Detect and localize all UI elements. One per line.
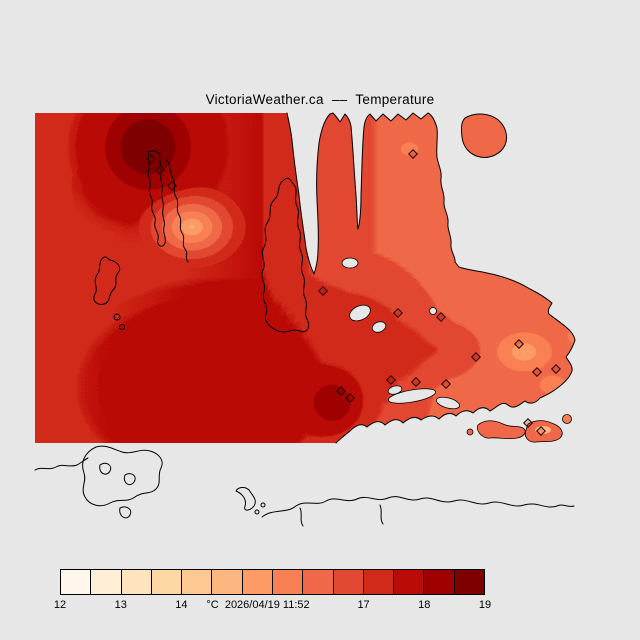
map-title: VictoriaWeather.ca –– Temperature xyxy=(205,92,435,107)
station-marker xyxy=(344,392,356,404)
station-marker xyxy=(522,417,534,429)
station-marker xyxy=(385,374,397,386)
colorbar-segment xyxy=(61,570,92,594)
station-marker xyxy=(145,153,157,165)
colorbar-segment xyxy=(182,570,213,594)
station-marker xyxy=(317,285,329,297)
colorbar-segment xyxy=(394,570,425,594)
coastline-south-mainland xyxy=(261,496,575,518)
station-marker xyxy=(535,425,547,437)
colorbar xyxy=(60,569,485,595)
coastline-southwest xyxy=(34,457,89,471)
station-marker xyxy=(513,338,525,350)
colorbar-segment xyxy=(424,570,455,594)
station-marker xyxy=(531,366,543,378)
coastline-cape xyxy=(235,487,256,511)
colorbar-tick-label: 12 xyxy=(53,599,67,611)
colorbar-segment xyxy=(91,570,122,594)
station-marker xyxy=(407,148,419,160)
outer-coastlines xyxy=(34,445,575,527)
colorbar-segment xyxy=(151,570,183,594)
colorbar-segment xyxy=(333,570,364,594)
coastline-inlet-shore xyxy=(165,159,189,263)
tail-islands xyxy=(466,414,572,443)
coastline-top-right-island xyxy=(460,113,508,158)
colorbar-segment xyxy=(272,570,304,594)
colorbar-segment xyxy=(242,570,273,594)
coastline-center-peninsula xyxy=(261,177,310,333)
coastline-southwest-island xyxy=(82,445,163,507)
station-marker xyxy=(392,307,404,319)
station-marker xyxy=(410,376,422,388)
timestamp: 2026/04/19 11:52 xyxy=(224,599,310,611)
station-marker xyxy=(440,378,452,390)
colorbar-segment xyxy=(303,570,334,594)
station-marker xyxy=(154,164,166,176)
station-marker xyxy=(435,311,447,323)
coastline-region-outline xyxy=(286,112,576,444)
station-marker xyxy=(470,351,482,363)
station-markers xyxy=(145,148,562,437)
station-marker xyxy=(335,385,347,397)
water-holes xyxy=(341,257,461,410)
colorbar-tick-label: 14 xyxy=(175,599,188,611)
station-marker xyxy=(166,180,178,192)
coastline-lakes xyxy=(93,256,121,305)
station-marker xyxy=(550,363,562,375)
colorbar-segment xyxy=(212,570,243,594)
colorbar-segment xyxy=(121,570,152,594)
colorbar-tick-label: 17 xyxy=(357,599,370,611)
colorbar-segment xyxy=(363,570,395,594)
colorbar-segment xyxy=(454,570,484,594)
colorbar-caption: °C 2026/04/19 11:52 xyxy=(203,599,313,611)
colorbar-tick-label: 19 xyxy=(478,599,492,611)
unit-label: °C xyxy=(206,599,219,611)
colorbar-tick-label: 13 xyxy=(114,599,127,611)
colorbar-tick-label: 18 xyxy=(418,599,431,611)
